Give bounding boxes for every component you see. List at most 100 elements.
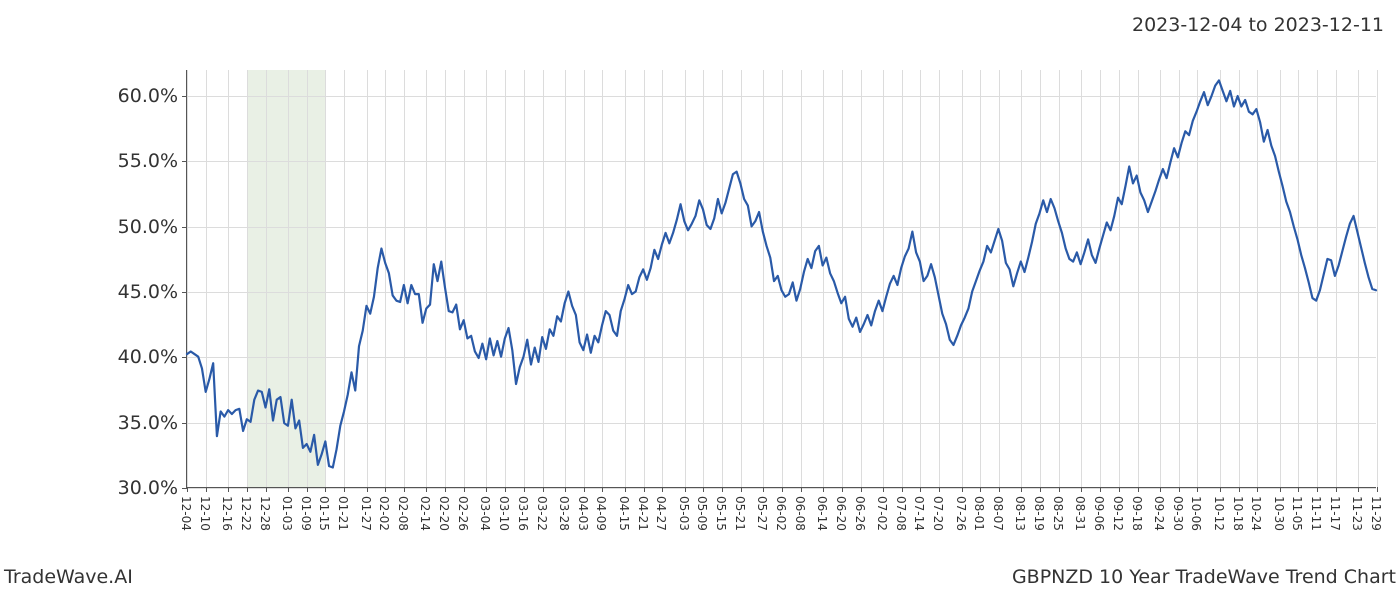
xtick-label: 04-21 [636, 496, 650, 531]
xtick-mark [920, 487, 921, 492]
xtick-mark [367, 487, 368, 492]
xtick-mark [782, 487, 783, 492]
xtick-mark [763, 487, 764, 492]
ytick-label: 55.0% [8, 150, 178, 172]
xtick-label: 05-15 [714, 496, 728, 531]
xtick-mark [823, 487, 824, 492]
xtick-label: 09-06 [1092, 496, 1106, 531]
xtick-label: 08-19 [1032, 496, 1046, 531]
xtick-mark [1160, 487, 1161, 492]
xtick-label: 03-28 [557, 496, 571, 531]
xtick-label: 10-24 [1249, 496, 1263, 531]
xtick-mark [524, 487, 525, 492]
xtick-label: 10-18 [1231, 496, 1245, 531]
xtick-label: 04-27 [654, 496, 668, 531]
xtick-label: 12-22 [239, 496, 253, 531]
xtick-label: 06-20 [834, 496, 848, 531]
xtick-label: 10-06 [1189, 496, 1203, 531]
xtick-label: 01-15 [317, 496, 331, 531]
grid-line-v [1377, 70, 1378, 487]
xtick-mark [939, 487, 940, 492]
xtick-label: 08-07 [991, 496, 1005, 531]
xtick-mark [187, 487, 188, 492]
xtick-mark [464, 487, 465, 492]
xtick-label: 04-03 [576, 496, 590, 531]
xtick-mark [962, 487, 963, 492]
xtick-label: 05-03 [677, 496, 691, 531]
xtick-mark [602, 487, 603, 492]
xtick-label: 06-02 [774, 496, 788, 531]
xtick-label: 11-29 [1369, 496, 1383, 531]
xtick-label: 05-21 [733, 496, 747, 531]
ytick-label: 50.0% [8, 216, 178, 238]
xtick-mark [902, 487, 903, 492]
xtick-mark [1040, 487, 1041, 492]
xtick-label: 07-08 [894, 496, 908, 531]
xtick-label: 11-11 [1309, 496, 1323, 531]
xtick-label: 01-27 [359, 496, 373, 531]
xtick-mark [206, 487, 207, 492]
xtick-mark [999, 487, 1000, 492]
xtick-mark [741, 487, 742, 492]
ytick-label: 30.0% [8, 477, 178, 499]
xtick-label: 04-15 [617, 496, 631, 531]
xtick-label: 02-14 [418, 496, 432, 531]
xtick-label: 05-27 [755, 496, 769, 531]
xtick-mark [1239, 487, 1240, 492]
xtick-label: 12-04 [179, 496, 193, 531]
xtick-mark [1257, 487, 1258, 492]
xtick-mark [307, 487, 308, 492]
xtick-label: 03-16 [516, 496, 530, 531]
xtick-mark [685, 487, 686, 492]
xtick-mark [1358, 487, 1359, 492]
ytick-label: 35.0% [8, 412, 178, 434]
xtick-mark [1081, 487, 1082, 492]
xtick-label: 12-16 [220, 496, 234, 531]
xtick-mark [861, 487, 862, 492]
xtick-label: 02-02 [377, 496, 391, 531]
xtick-mark [722, 487, 723, 492]
xtick-mark [584, 487, 585, 492]
xtick-label: 08-01 [972, 496, 986, 531]
xtick-label: 10-12 [1212, 496, 1226, 531]
xtick-label: 03-10 [497, 496, 511, 531]
xtick-mark [288, 487, 289, 492]
ytick-label: 60.0% [8, 85, 178, 107]
xtick-label: 01-09 [299, 496, 313, 531]
xtick-mark [426, 487, 427, 492]
xtick-mark [883, 487, 884, 492]
xtick-label: 07-26 [954, 496, 968, 531]
xtick-mark [543, 487, 544, 492]
chart-line [187, 70, 1376, 487]
xtick-mark [247, 487, 248, 492]
xtick-label: 07-02 [875, 496, 889, 531]
xtick-mark [625, 487, 626, 492]
xtick-mark [1280, 487, 1281, 492]
xtick-label: 04-09 [594, 496, 608, 531]
xtick-mark [1197, 487, 1198, 492]
xtick-label: 08-25 [1051, 496, 1065, 531]
xtick-label: 02-20 [437, 496, 451, 531]
xtick-label: 01-03 [280, 496, 294, 531]
xtick-mark [1100, 487, 1101, 492]
footer-title: GBPNZD 10 Year TradeWave Trend Chart [1012, 566, 1396, 588]
xtick-label: 09-30 [1171, 496, 1185, 531]
xtick-label: 12-28 [258, 496, 272, 531]
ytick-mark [182, 227, 187, 228]
xtick-label: 05-09 [695, 496, 709, 531]
xtick-mark [325, 487, 326, 492]
xtick-mark [980, 487, 981, 492]
xtick-mark [445, 487, 446, 492]
ytick-mark [182, 96, 187, 97]
xtick-label: 03-22 [535, 496, 549, 531]
xtick-mark [703, 487, 704, 492]
ytick-mark [182, 161, 187, 162]
xtick-mark [228, 487, 229, 492]
date-range-label: 2023-12-04 to 2023-12-11 [1132, 14, 1384, 36]
footer-brand: TradeWave.AI [4, 566, 133, 588]
xtick-mark [1179, 487, 1180, 492]
xtick-mark [404, 487, 405, 492]
xtick-label: 10-30 [1272, 496, 1286, 531]
chart-plot-area [186, 70, 1376, 488]
xtick-mark [344, 487, 345, 492]
